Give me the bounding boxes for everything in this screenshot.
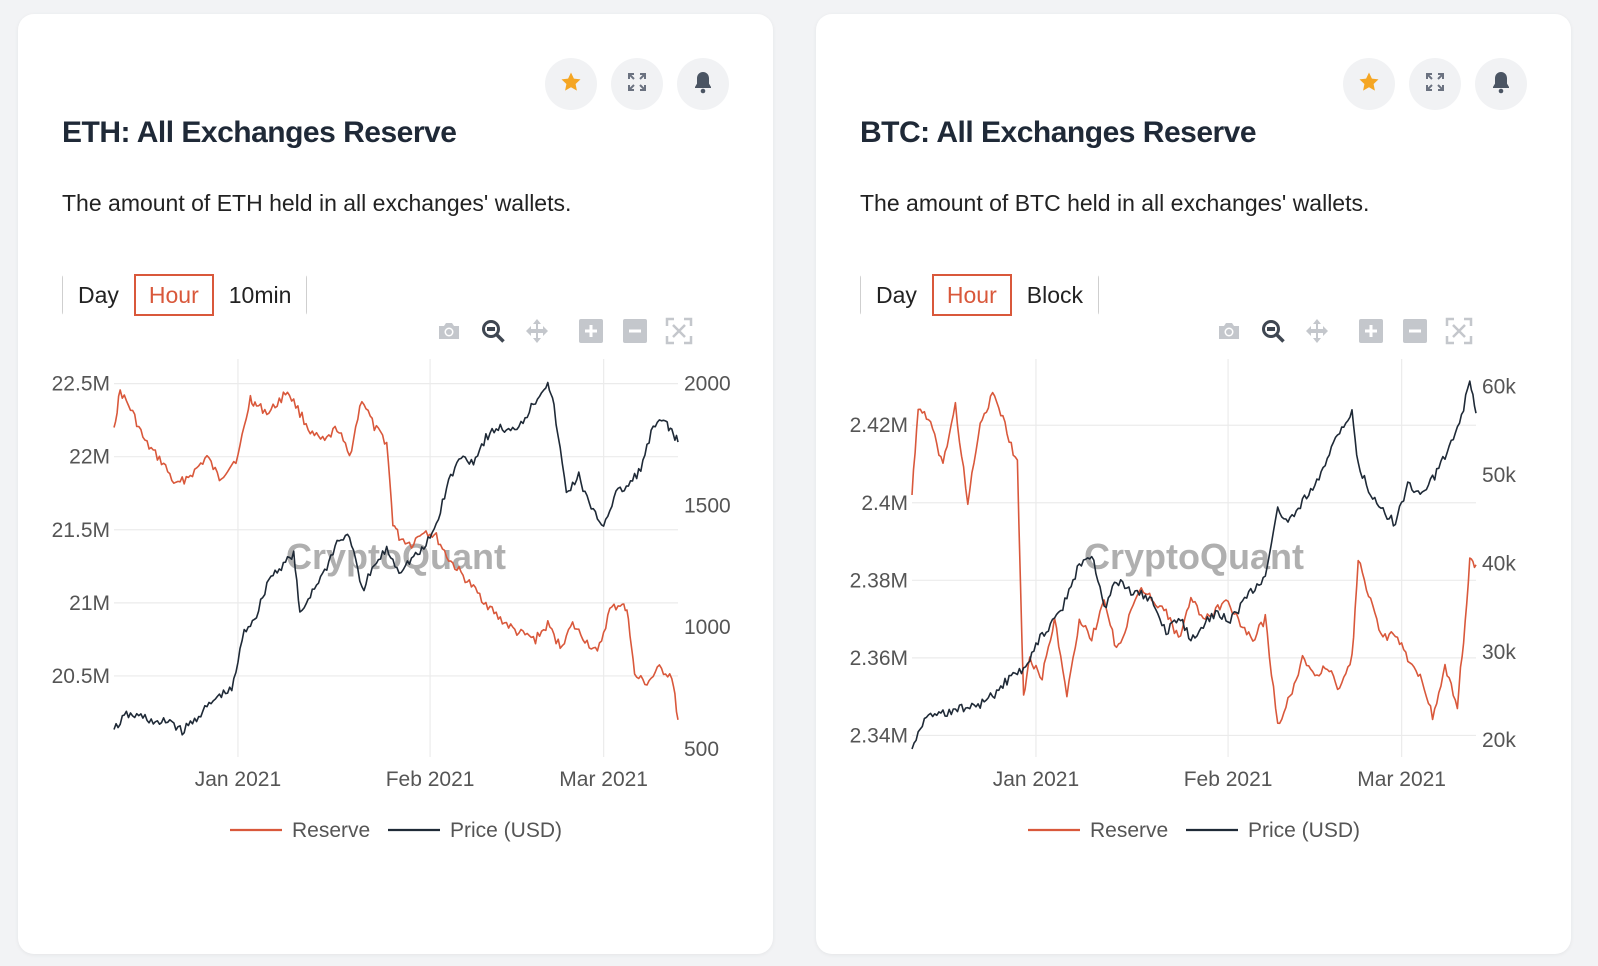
- card-title: BTC: All Exchanges Reserve: [860, 116, 1257, 149]
- y-right-tick-label: 2000: [684, 373, 731, 396]
- legend-label-price[interactable]: Price (USD): [450, 819, 562, 842]
- y-right-tick-label: 40k: [1482, 552, 1516, 575]
- favorite-button[interactable]: [1343, 58, 1395, 110]
- x-tick-label: Mar 2021: [559, 768, 648, 791]
- y-right-tick-label: 60k: [1482, 376, 1516, 399]
- x-tick-label: Mar 2021: [1357, 768, 1446, 791]
- y-left-tick-label: 2.36M: [850, 647, 908, 670]
- expand-icon: [626, 71, 648, 98]
- interval-day-button[interactable]: Day: [63, 274, 134, 316]
- zoom-out-icon[interactable]: [620, 316, 650, 346]
- alert-button[interactable]: [1475, 58, 1527, 110]
- y-right-tick-label: 500: [684, 738, 719, 761]
- x-tick-label: Feb 2021: [386, 768, 475, 791]
- y-left-tick-label: 21.5M: [52, 519, 110, 542]
- expand-icon: [1424, 71, 1446, 98]
- x-tick-label: Feb 2021: [1184, 768, 1273, 791]
- expand-button[interactable]: [1409, 58, 1461, 110]
- zoom-in-icon[interactable]: [1356, 316, 1386, 346]
- legend-label-reserve[interactable]: Reserve: [292, 819, 370, 842]
- y-left-tick-label: 22M: [69, 446, 110, 469]
- interval-hour-button[interactable]: Hour: [931, 274, 1012, 316]
- zoom-icon[interactable]: [1258, 316, 1288, 346]
- interval-day-button[interactable]: Day: [861, 274, 932, 316]
- camera-icon[interactable]: [434, 316, 464, 346]
- card-description: The amount of ETH held in all exchanges'…: [62, 190, 572, 216]
- y-right-tick-label: 1500: [684, 494, 731, 517]
- y-left-tick-label: 20.5M: [52, 665, 110, 688]
- series-line-reserve[interactable]: [113, 389, 679, 720]
- y-right-tick-label: 1000: [684, 616, 731, 639]
- star-icon: [559, 70, 583, 99]
- y-left-tick-label: 22.5M: [52, 373, 110, 396]
- legend-label-price[interactable]: Price (USD): [1248, 819, 1360, 842]
- zoom-icon[interactable]: [478, 316, 508, 346]
- series-line-reserve[interactable]: [911, 391, 1477, 725]
- pan-icon[interactable]: [522, 316, 552, 346]
- interval-selector: Day Hour Block: [860, 274, 1100, 316]
- watermark: CryptoQuant: [286, 536, 506, 577]
- legend-label-reserve[interactable]: Reserve: [1090, 819, 1168, 842]
- eth-reserve-chart[interactable]: 20.5M 21M 21.5M 22M 22.5M 500 1000 1500 2000 Jan …: [18, 339, 773, 859]
- y-left-tick-label: 2.4M: [861, 492, 908, 515]
- autoscale-icon[interactable]: [1444, 316, 1474, 346]
- camera-icon[interactable]: [1214, 316, 1244, 346]
- zoom-in-icon[interactable]: [576, 316, 606, 346]
- y-left-tick-label: 21M: [69, 592, 110, 615]
- favorite-button[interactable]: [545, 58, 597, 110]
- y-right-tick-label: 30k: [1482, 641, 1516, 664]
- card-title: ETH: All Exchanges Reserve: [62, 116, 457, 149]
- chart-modebar: [1214, 316, 1474, 346]
- bell-icon: [692, 70, 714, 99]
- pan-icon[interactable]: [1302, 316, 1332, 346]
- expand-button[interactable]: [611, 58, 663, 110]
- card-description: The amount of BTC held in all exchanges'…: [860, 190, 1370, 216]
- zoom-out-icon[interactable]: [1400, 316, 1430, 346]
- interval-10min-button[interactable]: 10min: [213, 274, 307, 316]
- card-actions: [545, 58, 729, 110]
- y-left-tick-label: 2.38M: [850, 569, 908, 592]
- btc-reserve-card: BTC: All Exchanges Reserve The amount of…: [816, 14, 1571, 954]
- chart-modebar: [434, 316, 694, 346]
- x-tick-label: Jan 2021: [195, 768, 281, 791]
- y-right-tick-label: 50k: [1482, 464, 1516, 487]
- star-icon: [1357, 70, 1381, 99]
- interval-selector: Day Hour 10min: [62, 274, 308, 316]
- series-line-price[interactable]: [911, 380, 1477, 750]
- bell-icon: [1490, 70, 1512, 99]
- series-line-price[interactable]: [113, 381, 679, 736]
- alert-button[interactable]: [677, 58, 729, 110]
- eth-reserve-card: ETH: All Exchanges Reserve The amount of…: [18, 14, 773, 954]
- x-tick-label: Jan 2021: [993, 768, 1079, 791]
- y-right-tick-label: 20k: [1482, 729, 1516, 752]
- interval-block-button[interactable]: Block: [1011, 274, 1099, 316]
- btc-reserve-chart[interactable]: 2.34M 2.36M 2.38M 2.4M 2.42M 20k 30k 40k 50k 60k J…: [816, 339, 1571, 859]
- interval-hour-button[interactable]: Hour: [133, 274, 214, 316]
- card-actions: [1343, 58, 1527, 110]
- y-left-tick-label: 2.42M: [850, 414, 908, 437]
- y-left-tick-label: 2.34M: [850, 724, 908, 747]
- autoscale-icon[interactable]: [664, 316, 694, 346]
- watermark: CryptoQuant: [1084, 536, 1304, 577]
